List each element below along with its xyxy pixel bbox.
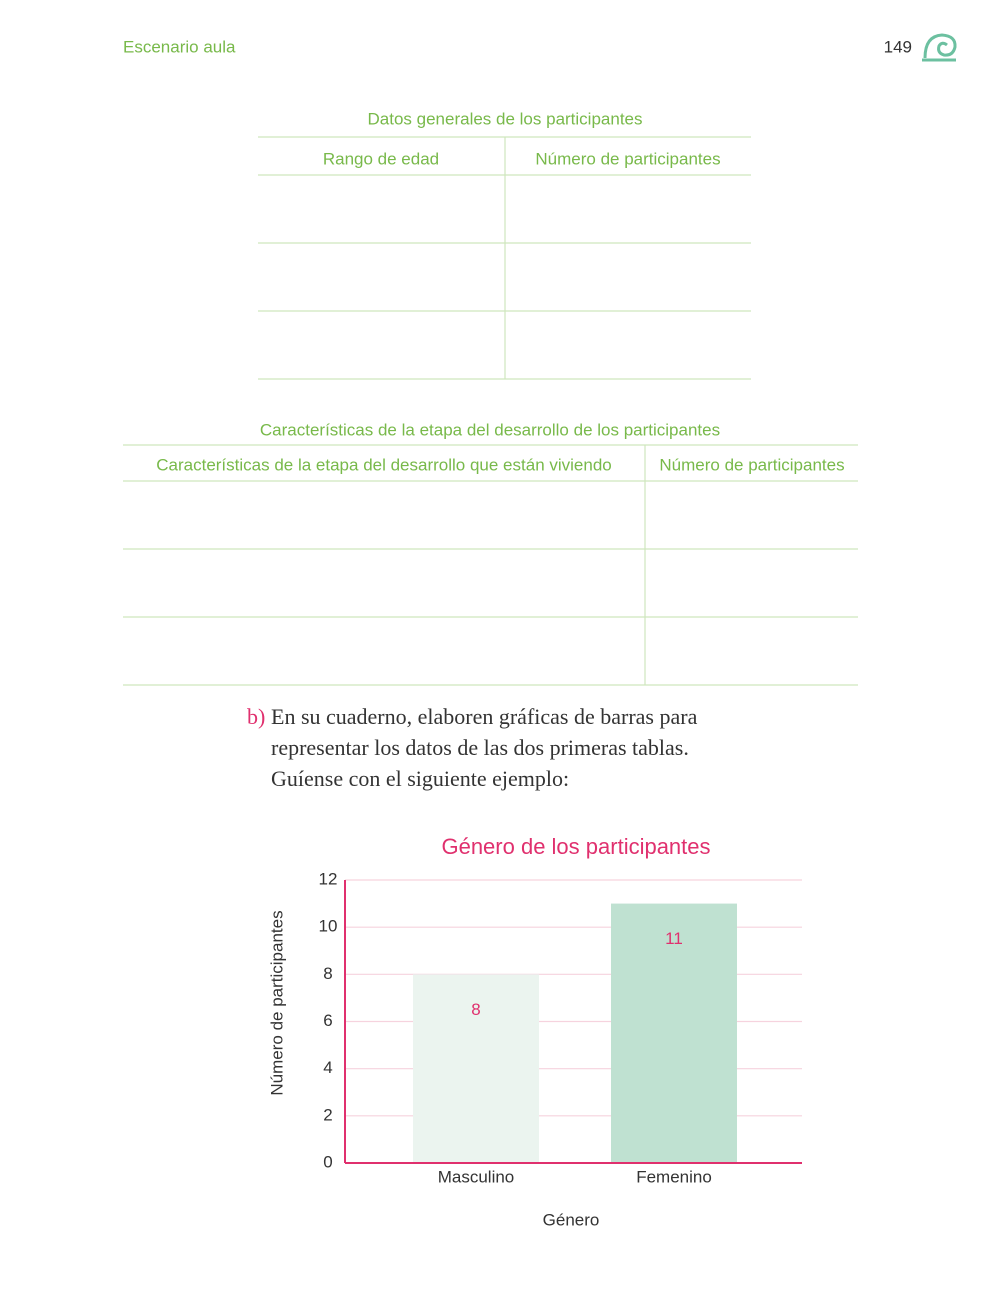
column-header: Número de participantes (659, 455, 844, 474)
data-label: 8 (471, 1000, 480, 1019)
x-axis-label: Género (543, 1210, 600, 1229)
y-axis-label: Número de participantes (267, 910, 286, 1095)
item-marker: b) (247, 704, 265, 729)
y-tick-label: 12 (319, 869, 338, 888)
y-tick-label: 8 (323, 964, 332, 983)
chart: Género de los participantes Género Númer… (267, 834, 710, 1230)
bar (611, 903, 737, 1163)
column-header: Rango de edad (323, 149, 439, 168)
y-tick-label: 10 (319, 917, 338, 936)
instruction-line: En su cuaderno, elaboren gráficas de bar… (271, 704, 698, 729)
chart-title: Género de los participantes (441, 834, 710, 859)
column-header: Características de la etapa del desarrol… (156, 455, 612, 474)
y-tick-label: 6 (323, 1011, 332, 1030)
table-caption: Datos generales de los participantes (368, 109, 643, 128)
table-2: Características de la etapa del desarrol… (123, 420, 858, 686)
bar (413, 974, 539, 1163)
instruction-line: representar los datos de las dos primera… (271, 735, 689, 760)
table-caption: Características de la etapa del desarrol… (260, 420, 720, 439)
snail-icon (922, 33, 957, 62)
section-title: Escenario aula (123, 37, 236, 56)
instruction-line: Guíense con el siguiente ejemplo: (271, 766, 569, 791)
y-tick-label: 0 (323, 1152, 332, 1171)
table-1: Datos generales de los participantes Ran… (258, 109, 751, 380)
column-header: Número de participantes (535, 149, 720, 168)
x-tick-label: Femenino (636, 1167, 712, 1186)
y-tick-label: 4 (323, 1058, 332, 1077)
x-tick-label: Masculino (438, 1167, 515, 1186)
y-tick-label: 2 (323, 1105, 332, 1124)
page-number: 149 (884, 37, 912, 56)
data-label: 11 (665, 929, 683, 948)
